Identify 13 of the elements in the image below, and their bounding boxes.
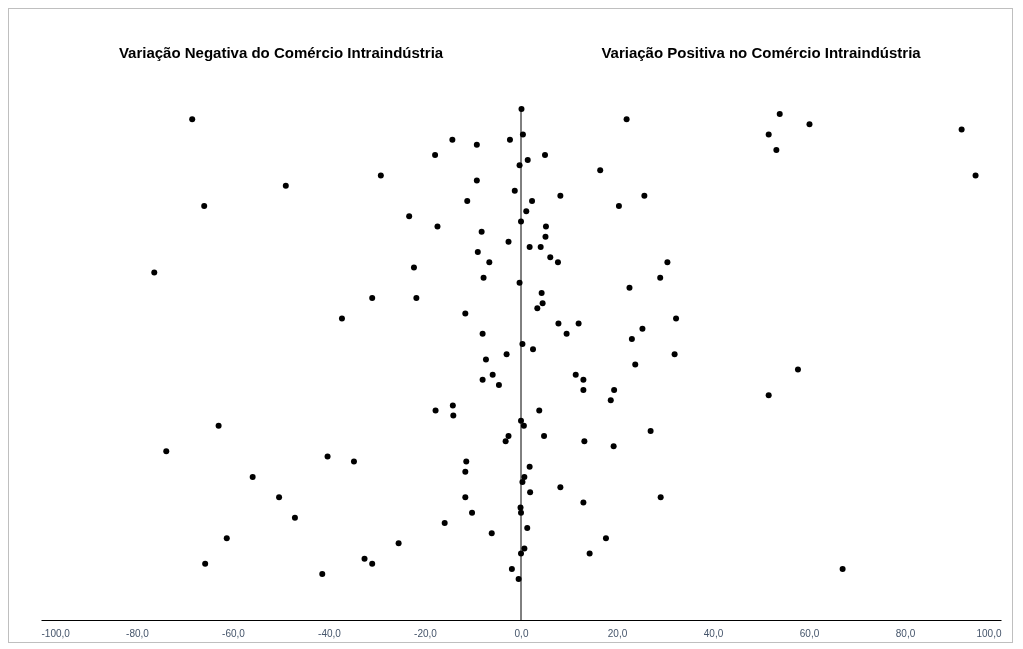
- x-tick-label: -40,0: [318, 627, 342, 639]
- x-tick-label: 0,0: [514, 627, 529, 639]
- x-tick-label: -80,0: [126, 627, 150, 639]
- x-tick-label: 40,0: [703, 627, 724, 639]
- x-tick-label: 20,0: [607, 627, 628, 639]
- text: Variação Positiva no Comércio Intraindústria: [601, 44, 922, 61]
- x-tick-label: -100,0: [41, 627, 71, 639]
- text: Variação Negativa do Comércio Intraindústria: [118, 44, 444, 61]
- x-tick-label: 100,0: [976, 627, 1002, 639]
- x-tick-label: 80,0: [895, 627, 916, 639]
- x-tick-label: 60,0: [799, 627, 820, 639]
- x-tick-label: -20,0: [414, 627, 438, 639]
- x-tick-label: -60,0: [222, 627, 246, 639]
